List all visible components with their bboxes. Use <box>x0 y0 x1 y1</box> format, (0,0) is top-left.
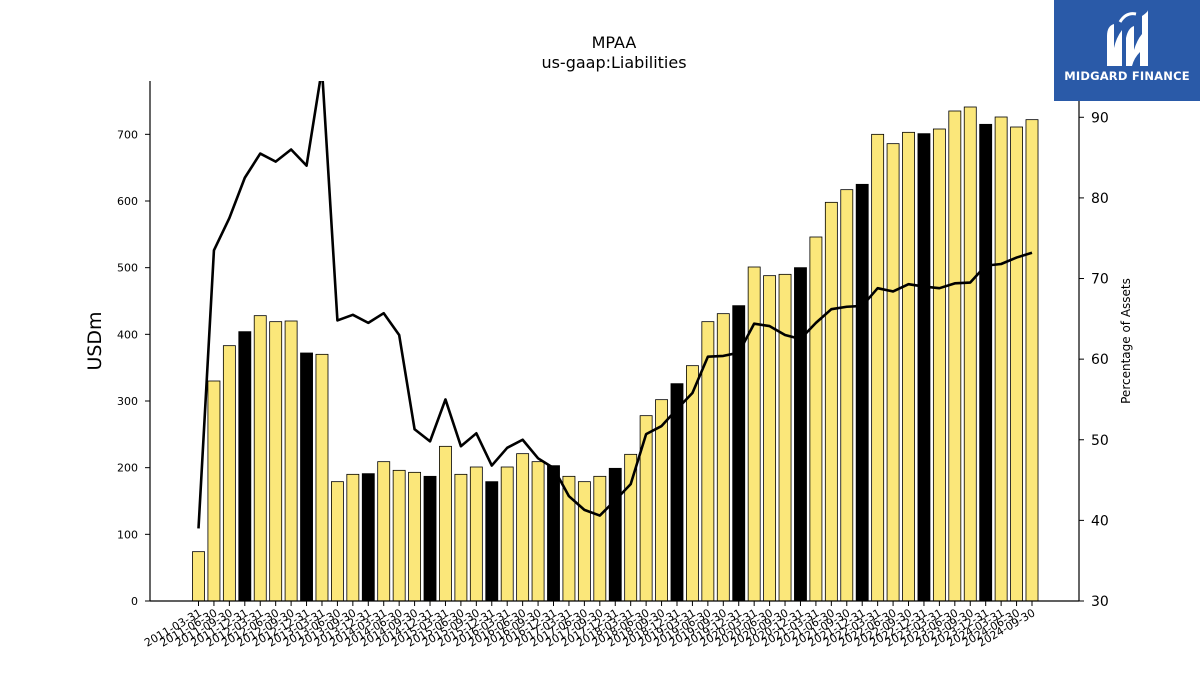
bar-2011-12-31 <box>238 331 252 602</box>
y-left-tick-label: 400 <box>117 328 138 341</box>
bar-2017-06-30 <box>577 481 591 602</box>
bar-2013-06-30 <box>330 481 344 602</box>
bar-2023-03-31 <box>932 128 946 602</box>
bar-2016-09-30 <box>531 461 545 602</box>
bar-2020-03-31 <box>747 266 761 602</box>
y-right-tick-label: 50 <box>1091 433 1109 449</box>
bar-2016-03-31 <box>500 466 514 602</box>
y-left-tick-label: 300 <box>117 395 138 408</box>
bar-2013-09-30 <box>346 473 360 602</box>
y-right-tick-label: 60 <box>1091 352 1109 368</box>
bar-2024-03-31 <box>994 116 1008 602</box>
brand-logo-text: MIDGARD FINANCE <box>1064 69 1190 83</box>
bar-2011-06-30 <box>207 380 221 602</box>
bar-2012-03-31 <box>253 315 267 602</box>
bar-2012-12-31 <box>300 352 313 602</box>
bar-2020-12-31 <box>794 267 807 602</box>
bar-2023-09-30 <box>963 106 977 602</box>
y-left-tick-label: 700 <box>117 128 138 141</box>
bar-2016-06-30 <box>516 453 530 602</box>
chart-subtitle: us-gaap:Liabilities <box>541 53 686 72</box>
y-left-tick-label: 200 <box>117 462 138 475</box>
bar-2013-12-31 <box>361 473 375 602</box>
bar-2024-06-30 <box>1010 126 1023 602</box>
bar-2021-06-30 <box>824 201 838 602</box>
bar-2017-09-30 <box>593 475 607 602</box>
line-series <box>197 81 1033 529</box>
y-right-tick-label: 30 <box>1091 594 1109 610</box>
midgard-logo-icon <box>1107 10 1148 66</box>
y-axis-label-right: Percentage of Assets <box>1119 278 1133 404</box>
bar-2015-09-30 <box>469 466 483 602</box>
bar-2023-06-30 <box>948 110 962 602</box>
bar-2024-09-30 <box>1025 119 1039 602</box>
y-left-tick-label: 0 <box>131 595 138 608</box>
bar-2018-03-31 <box>624 453 638 602</box>
bar-2013-03-31 <box>315 353 329 602</box>
bar-2023-12-31 <box>979 123 993 602</box>
bar-2011-03-31 <box>192 551 205 602</box>
bar-2022-03-31 <box>871 133 885 602</box>
bar-2014-03-31 <box>377 461 391 602</box>
bar-2012-06-30 <box>269 321 283 602</box>
y-right-tick-label: 90 <box>1091 110 1109 126</box>
line-percentage-of-assets <box>197 81 1033 529</box>
bar-2018-09-30 <box>655 399 668 602</box>
bar-series <box>192 106 1039 602</box>
bar-2021-03-31 <box>809 236 823 602</box>
y-left-tick-label: 600 <box>117 195 138 208</box>
bar-2022-06-30 <box>886 143 900 602</box>
bar-2014-12-31 <box>423 475 437 602</box>
axes: 0100200300400500600700304050607080902011… <box>117 81 1109 650</box>
chart-title: MPAA <box>592 33 637 52</box>
brand-logo: MIDGARD FINANCE <box>1054 0 1200 101</box>
bar-2019-03-31 <box>686 365 699 602</box>
bar-2015-12-31 <box>485 481 499 602</box>
bar-2012-09-30 <box>284 320 298 602</box>
y-right-tick-label: 40 <box>1091 513 1109 529</box>
y-left-tick-label: 500 <box>117 262 138 275</box>
bar-2018-12-31 <box>670 383 684 602</box>
bar-2022-12-31 <box>917 133 931 602</box>
bar-2014-06-30 <box>392 469 406 602</box>
bar-2021-09-30 <box>840 189 854 602</box>
y-right-tick-label: 80 <box>1091 191 1109 207</box>
bar-2020-09-30 <box>778 273 792 602</box>
bar-2015-06-30 <box>454 473 468 602</box>
y-left-tick-label: 100 <box>117 528 138 541</box>
bar-2011-09-30 <box>222 345 236 602</box>
bar-2015-03-31 <box>439 445 452 602</box>
y-right-tick-label: 70 <box>1091 272 1109 288</box>
bar-2017-12-31 <box>608 467 622 602</box>
bar-2021-12-31 <box>855 183 869 602</box>
bar-2014-09-30 <box>408 471 422 602</box>
y-axis-label-left: USDm <box>84 311 106 370</box>
bar-2022-09-30 <box>902 131 915 602</box>
bar-2016-12-31 <box>547 465 560 602</box>
